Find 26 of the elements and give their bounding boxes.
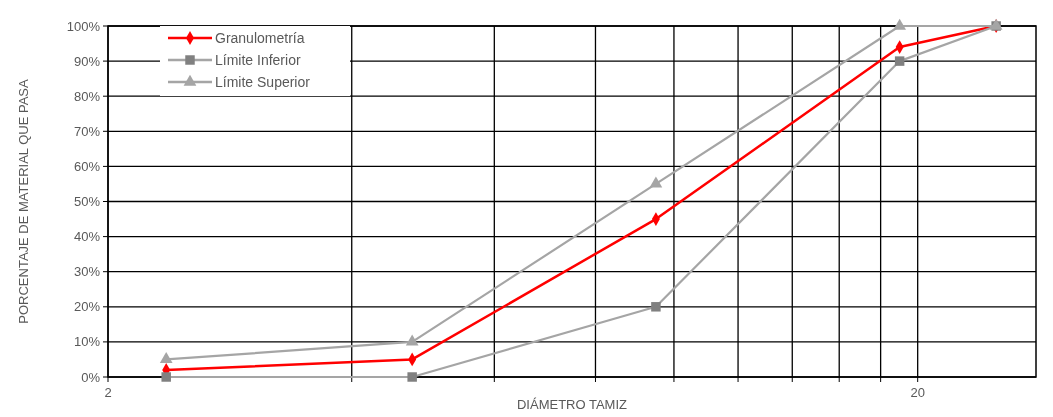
y-tick-label: 90% (73, 53, 101, 69)
y-tick-label: 0% (81, 369, 101, 385)
x-tick-label: 2 (104, 385, 112, 400)
legend-label: Límite Inferior (215, 52, 301, 68)
point (161, 372, 171, 382)
point (893, 18, 906, 30)
legend-label: Límite Superior (215, 74, 311, 90)
y-tick-label: 80% (73, 88, 101, 104)
point (651, 302, 661, 312)
x-tick-label: 20 (910, 385, 925, 400)
point (407, 372, 417, 382)
y-tick-label: 40% (73, 229, 101, 245)
y-tick-label: 20% (73, 299, 101, 315)
y-tick-label: 60% (73, 158, 101, 174)
y-axis-title: PORCENTAJE DE MATERIAL QUE PASA (16, 78, 31, 324)
point (894, 56, 905, 66)
y-tick-label: 30% (73, 264, 101, 280)
y-tick-label: 100% (66, 18, 101, 34)
legend-label: Granulometría (215, 30, 305, 46)
point (649, 176, 663, 188)
point (159, 352, 173, 364)
x-axis-title: DIÁMETRO TAMIZ (516, 397, 628, 412)
y-tick-label: 10% (73, 334, 101, 350)
y-tick-label: 70% (73, 123, 101, 139)
y-tick-label: 50% (73, 194, 101, 209)
point (405, 334, 419, 346)
